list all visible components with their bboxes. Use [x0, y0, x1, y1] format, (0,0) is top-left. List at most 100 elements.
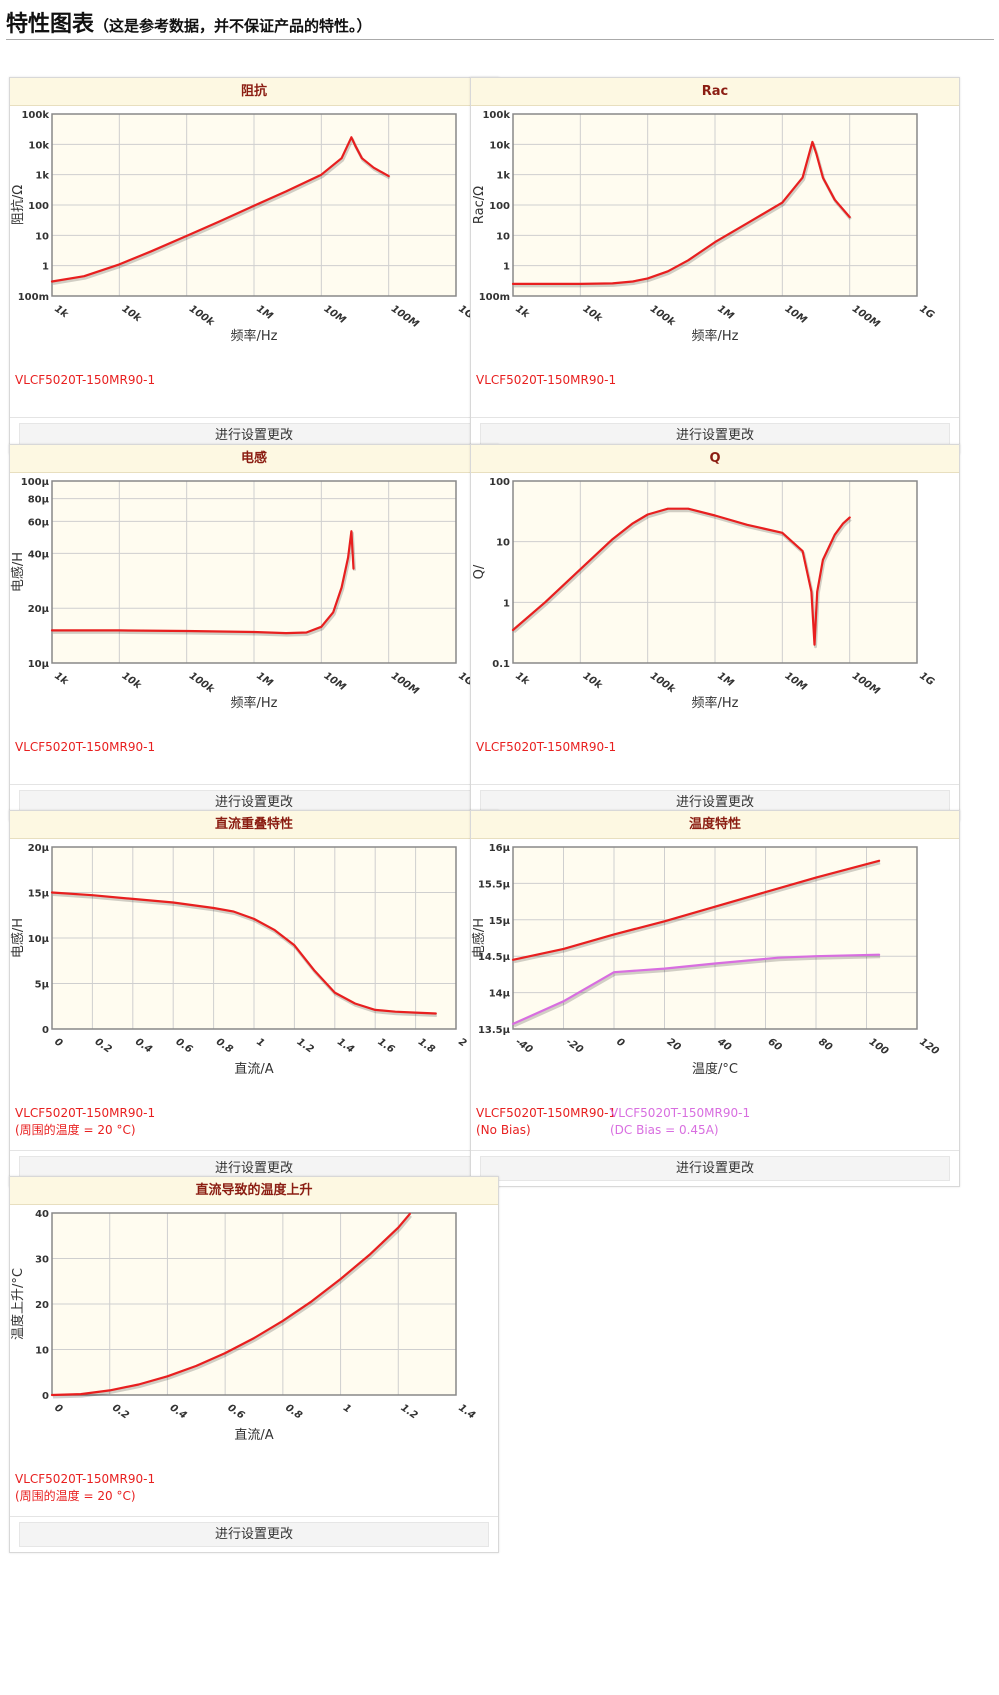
legend-entry: VLCF5020T-150MR90-1(周围的温度 = 20 °C)	[15, 1472, 156, 1503]
temperature-rise-chart: 0 0.2 0.4 0.6 0.8 1 1.2 1.4 0 10 20 30 40 直流/A 温度上升/°C	[10, 1206, 498, 1466]
page-title-main: 特性图表	[6, 12, 95, 37]
x-tick-label: 1M	[254, 670, 274, 689]
x-tick-label: 1.4	[456, 1402, 477, 1421]
x-tick-label: 120	[917, 1036, 940, 1057]
y-tick-label: 14.5μ	[478, 952, 511, 963]
y-axis-label: 电感/H	[10, 918, 26, 958]
y-tick-label: 80μ	[28, 495, 50, 506]
y-tick-label: 100	[489, 477, 510, 488]
x-tick-label: 1G	[917, 670, 936, 688]
x-tick-label: 1M	[715, 303, 735, 322]
x-tick-label: 100k	[648, 303, 678, 329]
y-tick-label: 16μ	[489, 843, 511, 854]
change-settings-button[interactable]: 进行设置更改	[19, 1522, 489, 1547]
x-tick-label: 0	[614, 1036, 626, 1049]
x-tick-label: 40	[714, 1036, 733, 1054]
x-tick-label: 1k	[513, 670, 532, 688]
plot-border	[512, 480, 918, 664]
x-tick-label: -20	[564, 1036, 585, 1055]
x-tick-label: 0.4	[168, 1402, 189, 1421]
y-tick-label: 0	[42, 1025, 49, 1036]
x-tick-label: 10M	[322, 303, 348, 326]
x-tick-label: 1.8	[416, 1036, 437, 1055]
chart-panel-title: 直流重叠特性	[10, 811, 498, 839]
x-axis-label: 频率/Hz	[692, 328, 739, 344]
legend-entry: VLCF5020T-150MR90-1(No Bias)	[476, 1106, 617, 1137]
y-tick-label: 100μ	[21, 477, 50, 488]
x-tick-label: 0.2	[93, 1036, 114, 1055]
y-tick-label: 10μ	[28, 659, 50, 670]
rac-chart-panel: Rac 1k 10k 100k 1M 10M 100M 1G 100m 1 10 100 1k 10k 1…	[470, 77, 960, 454]
page-title: 特性图表（这是参考数据，并不保证产品的特性。）	[6, 6, 994, 40]
plot-border	[512, 846, 918, 1030]
y-tick-label: 100m	[18, 292, 49, 303]
x-tick-label: 10M	[783, 303, 809, 326]
x-tick-label: -40	[513, 1036, 534, 1055]
chart-svg: 1k 10k 100k 1M 10M 100M 1G 0.1 1 10 100 频率/Hz Q/	[472, 477, 936, 711]
x-tick-label: 1.2	[399, 1402, 420, 1421]
y-axis-label: 阻抗/Ω	[11, 185, 26, 225]
y-tick-label: 20μ	[28, 604, 50, 615]
impedance-chart-panel: 阻抗 1k 10k 100k 1M 10M 100M 1G 100m 1 10 100 1k 10k 10…	[9, 77, 499, 454]
x-tick-label: 0.8	[214, 1036, 235, 1055]
x-tick-label: 1	[254, 1036, 266, 1049]
series-shadow	[513, 861, 881, 964]
y-tick-label: 15.5μ	[478, 879, 511, 890]
chart-svg: 0 0.2 0.4 0.6 0.8 1 1.2 1.4 0 10 20 30 40 直流/A 温度上升/°C	[10, 1209, 477, 1443]
series-line-1	[511, 859, 881, 961]
y-tick-label: 10	[496, 231, 510, 242]
chart-panel-title: Rac	[471, 78, 959, 106]
y-tick-label: 100k	[482, 110, 510, 121]
chart-panel-footer: 进行设置更改	[10, 1516, 498, 1552]
x-tick-label: 10k	[581, 303, 605, 325]
x-tick-label: 0	[52, 1036, 64, 1049]
x-tick-label: 10k	[120, 303, 144, 325]
series-shadow	[513, 955, 881, 1028]
page-title-subtitle: （这是参考数据，并不保证产品的特性。）	[94, 17, 372, 35]
y-axis-label: 电感/H	[471, 918, 487, 958]
q-chart-panel: Q 1k 10k 100k 1M 10M 100M 1G 0.1 1 10 100 频率/Hz Q/ V…	[470, 444, 960, 821]
y-axis-label: 电感/H	[10, 552, 26, 592]
plot-border	[51, 846, 457, 1030]
chart-legend: VLCF5020T-150MR90-1(No Bias) VLCF5020T-15…	[476, 1105, 956, 1153]
y-tick-label: 15μ	[28, 889, 50, 900]
y-tick-label: 100m	[479, 292, 510, 303]
x-tick-label: 1k	[52, 303, 71, 321]
chart-legend: VLCF5020T-150MR90-1	[476, 372, 956, 420]
plot-border	[51, 113, 457, 297]
y-tick-label: 10	[35, 1346, 49, 1357]
x-tick-label: 1M	[254, 303, 274, 322]
y-tick-label: 10k	[28, 140, 49, 151]
x-tick-label: 1.4	[335, 1036, 356, 1055]
x-tick-label: 1k	[52, 670, 71, 688]
chart-panel-title: 温度特性	[471, 811, 959, 839]
x-axis-label: 频率/Hz	[692, 695, 739, 711]
y-tick-label: 1k	[35, 171, 49, 182]
y-tick-label: 60μ	[28, 517, 50, 528]
x-tick-label: 1.6	[375, 1036, 396, 1055]
legend-entry: VLCF5020T-150MR90-1(周围的温度 = 20 °C)	[15, 1106, 156, 1137]
legend-entry: VLCF5020T-150MR90-1	[476, 740, 617, 754]
x-tick-label: 60	[766, 1036, 784, 1053]
legend-entry: VLCF5020T-150MR90-1	[476, 373, 617, 387]
y-tick-label: 40	[35, 1209, 49, 1220]
series-line-1	[511, 507, 851, 646]
chart-svg: 1k 10k 100k 1M 10M 100M 1G100m1101001k10k100k频…	[472, 110, 936, 344]
x-tick-label: 0.6	[173, 1036, 194, 1055]
chart-svg: 1k 10k 100k 1M 10M 100M 1G100m1101001k10k100k频…	[11, 110, 475, 344]
x-tick-label: 2	[456, 1036, 468, 1049]
plot-border	[51, 1212, 457, 1396]
rac-chart: 1k 10k 100k 1M 10M 100M 1G 100m 1 10 100 1k 10k 100k 频…	[471, 107, 959, 367]
x-tick-label: 1	[341, 1402, 353, 1415]
series-line-1	[50, 530, 355, 635]
series-shadow	[52, 1214, 412, 1399]
chart-legend: VLCF5020T-150MR90-1	[476, 739, 956, 787]
y-tick-label: 100	[489, 201, 510, 212]
chart-legend: VLCF5020T-150MR90-1(周围的温度 = 20 °C)	[15, 1471, 495, 1519]
change-settings-button[interactable]: 进行设置更改	[480, 423, 950, 448]
x-tick-label: 100M	[389, 670, 421, 697]
y-tick-label: 40μ	[28, 549, 50, 560]
plot-border	[512, 113, 918, 297]
change-settings-button[interactable]: 进行设置更改	[480, 1156, 950, 1181]
x-tick-label: 80	[816, 1036, 834, 1053]
